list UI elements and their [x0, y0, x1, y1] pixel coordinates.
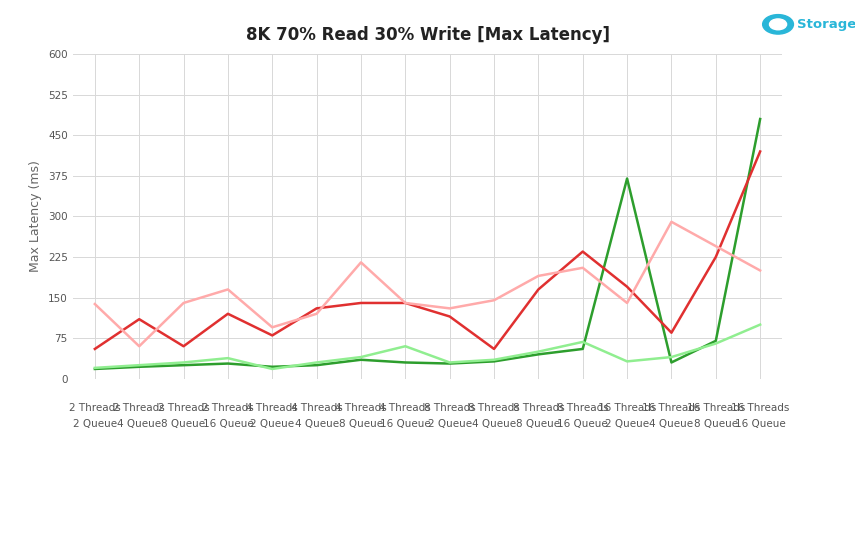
Text: 8 Threads: 8 Threads [512, 403, 564, 413]
Text: 16 Queue: 16 Queue [734, 419, 786, 429]
Text: 2 Threads: 2 Threads [157, 403, 209, 413]
Text: 2 Threads: 2 Threads [69, 403, 121, 413]
Text: 16 Queue: 16 Queue [380, 419, 431, 429]
Text: 4 Queue: 4 Queue [650, 419, 693, 429]
Text: 16 Threads: 16 Threads [687, 403, 745, 413]
Text: 4 Threads: 4 Threads [291, 403, 343, 413]
Text: StorageReview: StorageReview [797, 18, 855, 31]
Text: 16 Queue: 16 Queue [203, 419, 253, 429]
Text: 4 Queue: 4 Queue [117, 419, 162, 429]
Title: 8K 70% Read 30% Write [Max Latency]: 8K 70% Read 30% Write [Max Latency] [245, 26, 610, 44]
Text: 2 Queue: 2 Queue [73, 419, 117, 429]
Text: 2 Queue: 2 Queue [605, 419, 649, 429]
Text: 16 Threads: 16 Threads [598, 403, 657, 413]
Text: 8 Queue: 8 Queue [162, 419, 205, 429]
Y-axis label: Max Latency (ms): Max Latency (ms) [29, 161, 43, 272]
Text: 2 Threads: 2 Threads [202, 403, 254, 413]
Text: 4 Threads: 4 Threads [335, 403, 386, 413]
Text: 4 Threads: 4 Threads [380, 403, 431, 413]
Text: 16 Threads: 16 Threads [642, 403, 700, 413]
Text: 4 Queue: 4 Queue [472, 419, 516, 429]
Text: 8 Threads: 8 Threads [557, 403, 609, 413]
Text: 2 Queue: 2 Queue [251, 419, 294, 429]
Text: 8 Threads: 8 Threads [424, 403, 475, 413]
Text: 4 Threads: 4 Threads [246, 403, 298, 413]
Text: 2 Threads: 2 Threads [114, 403, 165, 413]
Text: 16 Queue: 16 Queue [557, 419, 608, 429]
Text: 8 Queue: 8 Queue [516, 419, 560, 429]
Text: 4 Queue: 4 Queue [295, 419, 339, 429]
Text: 16 Threads: 16 Threads [731, 403, 789, 413]
Text: 8 Queue: 8 Queue [339, 419, 383, 429]
Text: 2 Queue: 2 Queue [428, 419, 472, 429]
Text: 8 Threads: 8 Threads [469, 403, 520, 413]
Text: 8 Queue: 8 Queue [693, 419, 738, 429]
